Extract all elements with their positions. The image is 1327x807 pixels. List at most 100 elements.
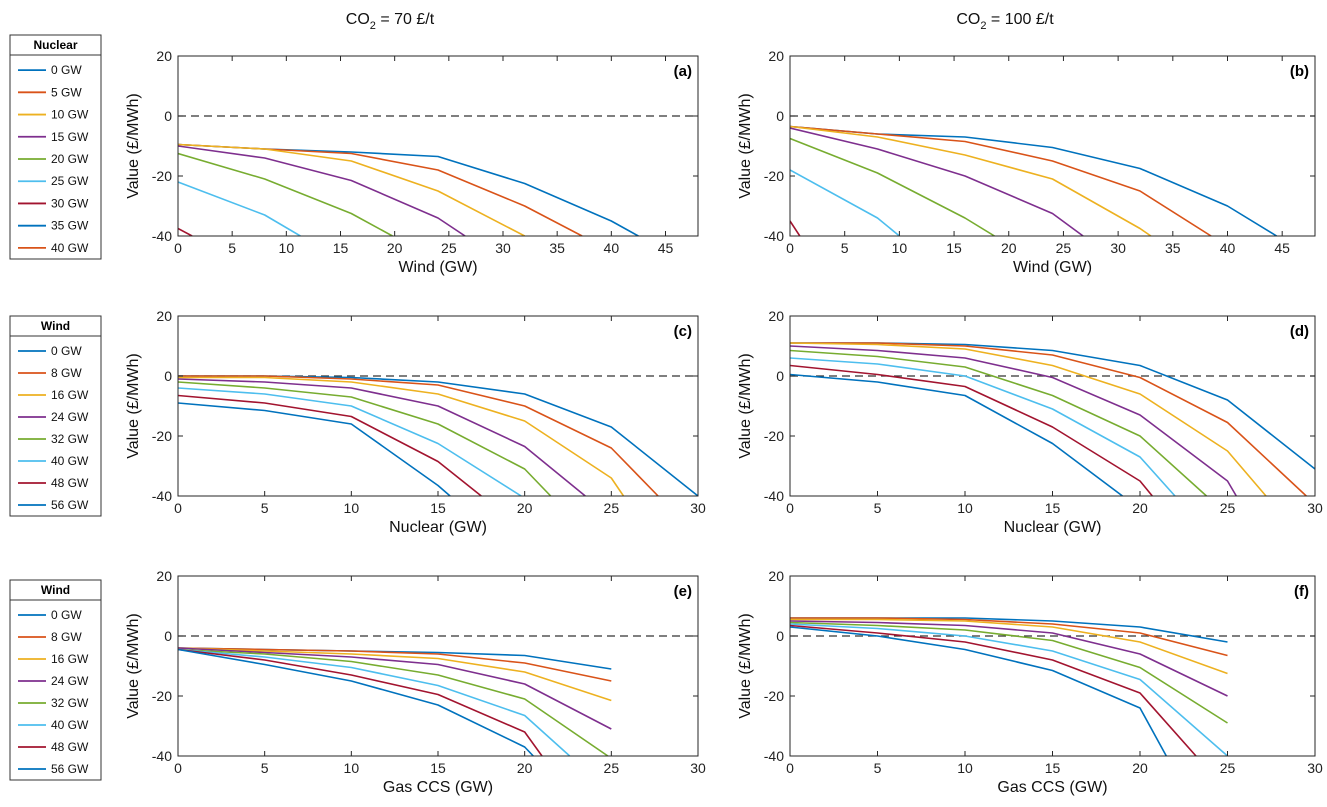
x-tick-label: 35 [1165,240,1181,256]
legend-entry: 48 GW [51,476,89,490]
series-line-56gw [178,402,451,496]
x-tick-label: 15 [333,240,349,256]
legend-2: Wind 0 GW 8 GW 16 GW 24 GW 32 GW 40 GW 48 GW 56 … [9,315,102,517]
series-line-24gw [178,378,586,496]
x-axis-label: Nuclear (GW) [1004,519,1102,536]
x-axis-label: Wind (GW) [398,259,477,276]
y-tick-label: -40 [764,748,784,764]
x-tick-label: 5 [874,500,882,516]
series-group [178,647,612,756]
plot-area [790,576,1315,756]
legend-entry: 40 GW [51,718,89,732]
x-tick-label: 25 [604,760,620,776]
legend-title: Wind [41,319,70,333]
legend-entry: 35 GW [51,219,89,233]
series-line-8gw [790,617,1228,657]
series-group [178,375,698,496]
x-tick-label: 45 [1274,240,1290,256]
y-axis-label: Value (£/MWh) [737,353,754,459]
legend-entry: 32 GW [51,696,89,710]
x-tick-label: 10 [279,240,295,256]
y-tick-label: 20 [156,308,172,324]
x-tick-label: 0 [174,240,182,256]
legend-entry: 24 GW [51,674,89,688]
series-line-56gw [790,626,1168,756]
y-tick-label: 20 [156,568,172,584]
series-line-40gw [790,623,1229,756]
legend-entry: 0 GW [51,344,82,358]
x-tick-label: 30 [495,240,511,256]
legend-entry: 56 GW [51,762,89,776]
series-line-48gw [178,648,543,756]
series-line-24gw [178,647,612,730]
panels-layer: 0 5 10 15 20 25 30 35 40 45 -40 -20 0 20 Wind (GW) Valu… [125,48,1323,796]
panel-tag: (d) [1290,323,1309,340]
x-tick-label: 5 [841,240,849,256]
series-group [790,125,1278,236]
chart-panel-f: 0 5 10 15 20 25 30 -40 -20 0 20 Gas CCS (GW) Value (… [737,568,1323,796]
y-axis-label: Value (£/MWh) [737,93,754,199]
series-line-32gw [790,349,1208,496]
y-tick-label: 0 [776,108,784,124]
legend-title: Nuclear [33,38,77,52]
y-tick-label: 0 [164,368,172,384]
x-tick-label: 30 [1307,760,1323,776]
x-axis-label: Nuclear (GW) [389,519,487,536]
legend-entry: 48 GW [51,740,89,754]
y-axis-label: Value (£/MWh) [737,613,754,719]
y-tick-label: 0 [164,108,172,124]
legends-layer: Nuclear 0 GW 5 GW 10 GW 15 GW 20 GW 25 GW 30 GW… [9,34,102,781]
x-tick-label: 10 [957,500,973,516]
x-tick-label: 30 [1110,240,1126,256]
series-line-16gw [178,376,625,496]
legend-entry: 10 GW [51,108,89,122]
y-tick-label: 20 [156,48,172,64]
legend-entry: 25 GW [51,174,89,188]
x-tick-label: 5 [261,500,269,516]
series-line-20gw [790,137,995,236]
x-axis-label: Gas CCS (GW) [383,779,493,796]
y-tick-label: 20 [768,48,784,64]
x-tick-label: 20 [387,240,403,256]
plot-area [790,56,1315,236]
legend-entry: 0 GW [51,608,82,622]
legend-1: Nuclear 0 GW 5 GW 10 GW 15 GW 20 GW 25 GW 30 GW… [9,34,102,260]
x-tick-label: 40 [604,240,620,256]
axes-frame [177,55,699,237]
legend-entry: 30 GW [51,196,89,210]
x-tick-label: 5 [874,760,882,776]
chart-panel-c: 0 5 10 15 20 25 30 -40 -20 0 20 Nuclear (GW) Value (… [125,308,706,536]
x-tick-label: 15 [430,500,446,516]
column-title-left: CO2 = 70 £/t [346,11,435,32]
legend-entry: 0 GW [51,63,82,77]
series-line-15gw [178,145,466,236]
y-tick-label: -40 [152,488,172,504]
panel-tag: (a) [674,63,692,80]
panel-tag: (e) [674,583,692,600]
y-tick-label: -40 [764,228,784,244]
x-tick-label: 15 [1045,500,1061,516]
x-tick-label: 0 [174,500,182,516]
plot-area [178,56,698,236]
series-line-30gw [790,220,801,236]
panel-tag: (c) [674,323,692,340]
series-line-30gw [178,227,193,236]
series-line-40gw [178,648,571,756]
y-tick-label: 20 [768,568,784,584]
series-line-16gw [790,618,1228,675]
series-group [178,143,639,236]
axes-frame [789,55,1316,237]
series-line-25gw [178,181,301,236]
x-tick-label: 15 [1045,760,1061,776]
series-line-20gw [178,152,393,236]
series-line-24gw [790,620,1228,697]
series-line-25gw [790,169,900,236]
legend-entry: 15 GW [51,130,89,144]
y-tick-label: -40 [152,748,172,764]
legend-entry: 40 GW [51,454,89,468]
series-line-10gw [790,125,1152,236]
y-axis-label: Value (£/MWh) [125,93,142,199]
x-tick-label: 10 [892,240,908,256]
x-tick-label: 0 [786,240,794,256]
